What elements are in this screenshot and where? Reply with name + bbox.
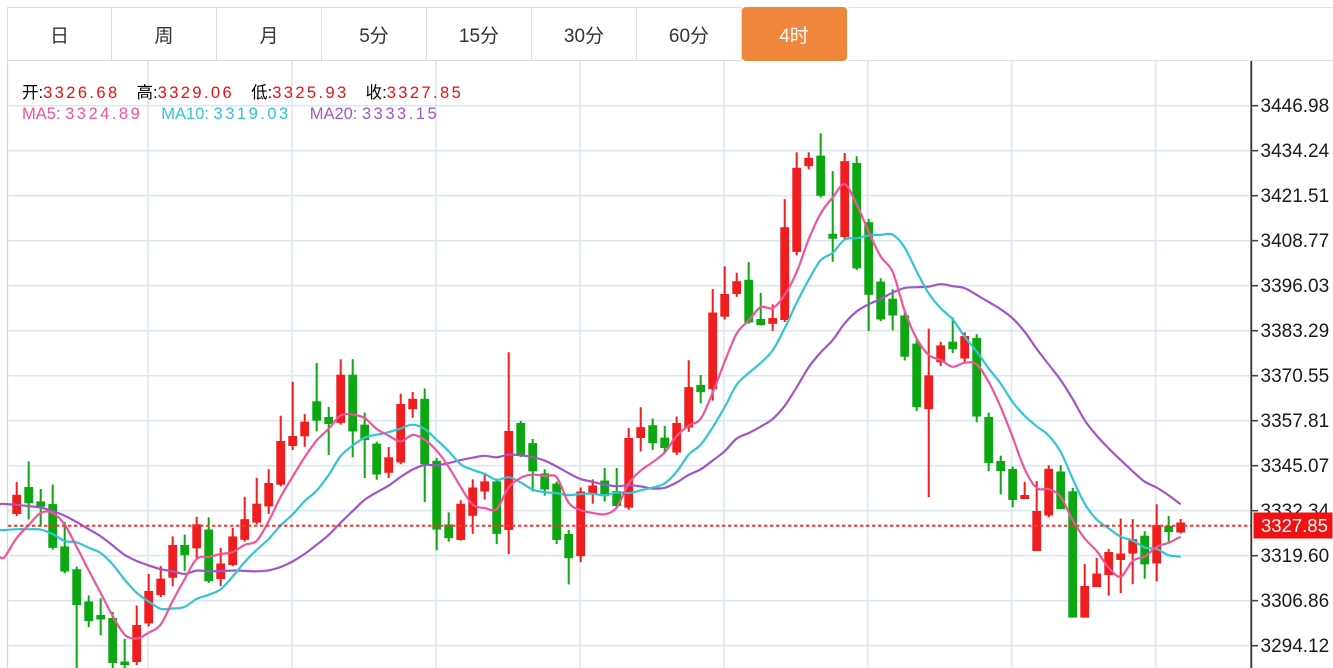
svg-text:3294.12: 3294.12 xyxy=(1261,636,1330,657)
svg-text:3357.81: 3357.81 xyxy=(1261,411,1330,432)
svg-text:3434.24: 3434.24 xyxy=(1261,141,1330,162)
svg-text:3383.29: 3383.29 xyxy=(1261,321,1330,342)
svg-text:3306.86: 3306.86 xyxy=(1261,591,1330,612)
svg-text:3319.60: 3319.60 xyxy=(1261,546,1330,567)
svg-text:3396.03: 3396.03 xyxy=(1261,276,1330,297)
svg-text:3421.51: 3421.51 xyxy=(1261,186,1330,207)
svg-text:3408.77: 3408.77 xyxy=(1261,231,1330,252)
svg-text:3345.07: 3345.07 xyxy=(1261,456,1330,477)
svg-text:3370.55: 3370.55 xyxy=(1261,366,1330,387)
svg-text:3446.98: 3446.98 xyxy=(1261,96,1330,117)
svg-text:3327.85: 3327.85 xyxy=(1261,515,1328,536)
